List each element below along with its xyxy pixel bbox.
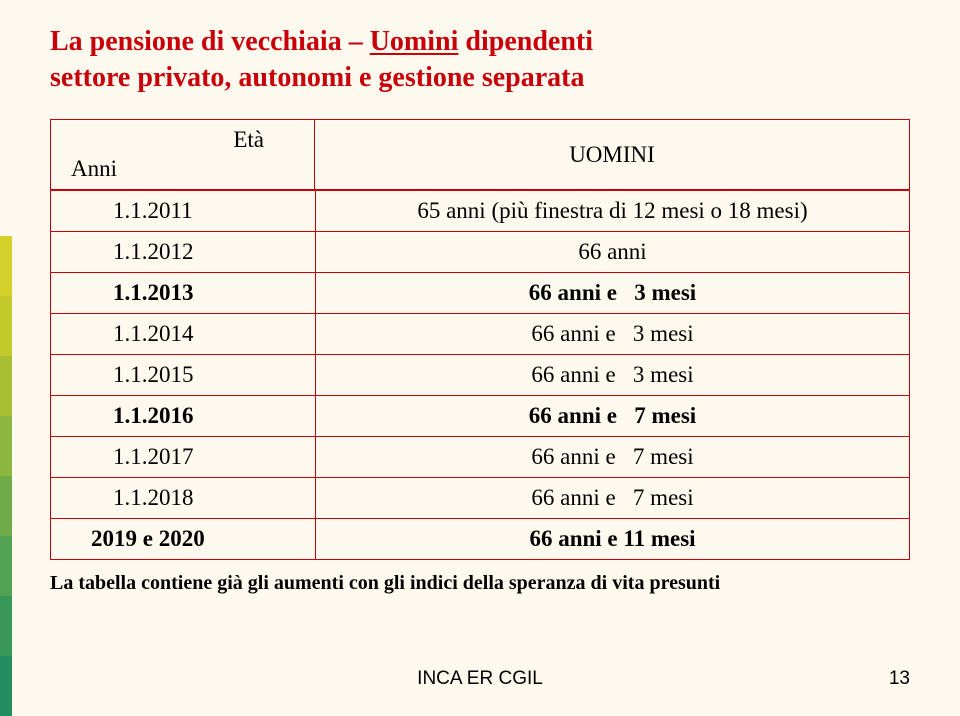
value-cell: 66 anni <box>316 232 910 273</box>
year-cell: 2019 e 2020 <box>51 519 316 560</box>
slide-footer: INCA ER CGIL 13 <box>0 668 960 690</box>
year-cell: 1.1.2013 <box>51 273 316 314</box>
table-row: 1.1.201165 anni (più finestra di 12 mesi… <box>51 191 910 232</box>
value-cell: 66 anni e 7 mesi <box>316 437 910 478</box>
header-anni: Anni <box>71 155 294 184</box>
value-cell: 66 anni e 7 mesi <box>316 478 910 519</box>
page-number: 13 <box>889 668 910 690</box>
sidebar-seg <box>0 416 12 476</box>
sidebar-seg <box>0 236 12 296</box>
table-header-uomini: UOMINI <box>315 119 910 191</box>
year-cell: 1.1.2015 <box>51 355 316 396</box>
table-row: 1.1.201266 anni <box>51 232 910 273</box>
table-row: 1.1.201666 anni e 7 mesi <box>51 396 910 437</box>
value-cell: 66 anni e 3 mesi <box>316 273 910 314</box>
footer-text: INCA ER CGIL <box>417 668 543 690</box>
sidebar-seg <box>0 476 12 536</box>
header-uomini-text: UOMINI <box>569 142 655 168</box>
slide-title: La pensione di vecchiaia – Uomini dipend… <box>0 0 960 97</box>
pension-table: Età Anni UOMINI 1.1.201165 anni (più fin… <box>50 119 910 561</box>
title-text: dipendenti <box>458 26 593 57</box>
year-cell: 1.1.2017 <box>51 437 316 478</box>
sidebar-seg <box>0 596 12 656</box>
sidebar-seg <box>0 356 12 416</box>
value-cell: 66 anni e 3 mesi <box>316 355 910 396</box>
year-cell: 1.1.2016 <box>51 396 316 437</box>
table-header-years: Età Anni <box>50 119 315 191</box>
year-cell: 1.1.2018 <box>51 478 316 519</box>
table-row: 1.1.201566 anni e 3 mesi <box>51 355 910 396</box>
year-cell: 1.1.2014 <box>51 314 316 355</box>
table-footnote: La tabella contiene già gli aumenti con … <box>50 570 910 597</box>
value-cell: 65 anni (più finestra di 12 mesi o 18 me… <box>316 191 910 232</box>
header-eta: Età <box>71 126 294 155</box>
pension-data-table: 1.1.201165 anni (più finestra di 12 mesi… <box>50 190 910 560</box>
year-cell: 1.1.2012 <box>51 232 316 273</box>
table-row: 2019 e 202066 anni e 11 mesi <box>51 519 910 560</box>
sidebar-seg <box>0 296 12 356</box>
table-row: 1.1.201366 anni e 3 mesi <box>51 273 910 314</box>
sidebar-seg <box>0 536 12 596</box>
title-text: La pensione di vecchiaia – <box>50 26 370 57</box>
title-line-2: settore privato, autonomi e gestione sep… <box>50 60 910 96</box>
value-cell: 66 anni e 3 mesi <box>316 314 910 355</box>
decorative-sidebar <box>0 236 12 716</box>
value-cell: 66 anni e 7 mesi <box>316 396 910 437</box>
table-row: 1.1.201766 anni e 7 mesi <box>51 437 910 478</box>
title-line-1: La pensione di vecchiaia – Uomini dipend… <box>50 24 910 60</box>
year-cell: 1.1.2011 <box>51 191 316 232</box>
table-header-row: Età Anni UOMINI <box>50 119 910 191</box>
table-row: 1.1.201466 anni e 3 mesi <box>51 314 910 355</box>
value-cell: 66 anni e 11 mesi <box>316 519 910 560</box>
title-underlined-word: Uomini <box>370 26 459 57</box>
table-row: 1.1.201866 anni e 7 mesi <box>51 478 910 519</box>
